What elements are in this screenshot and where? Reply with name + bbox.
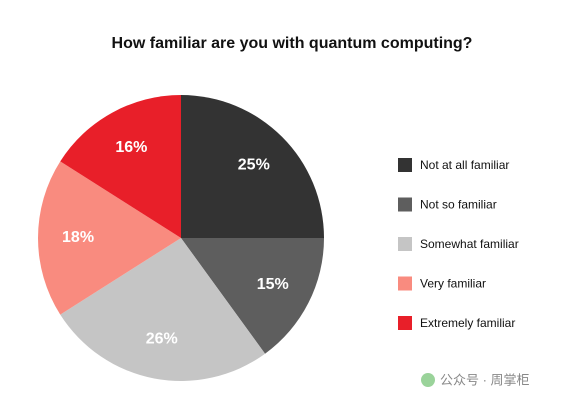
data-label: 25% xyxy=(238,156,270,173)
pie-slice xyxy=(181,238,324,354)
legend-label: Very familiar xyxy=(420,277,486,291)
pie-slice xyxy=(38,161,182,315)
legend-swatch xyxy=(398,276,412,291)
watermark: 公众号 · 周掌柜 xyxy=(440,372,530,387)
legend-label: Not at all familiar xyxy=(420,158,509,172)
watermark-icon xyxy=(421,373,435,387)
legend-label: Extremely familiar xyxy=(420,316,515,330)
legend-swatch xyxy=(398,237,412,251)
pie-slice xyxy=(60,95,181,238)
legend-swatch xyxy=(398,316,412,330)
pie-slice xyxy=(60,238,266,381)
data-label: 18% xyxy=(62,229,94,246)
legend-label: Not so familiar xyxy=(420,198,497,212)
legend-label: Somewhat familiar xyxy=(420,237,519,251)
chart-title: How familiar are you with quantum comput… xyxy=(112,35,473,52)
legend-swatch xyxy=(398,197,412,212)
data-label: 26% xyxy=(146,330,178,347)
data-label: 16% xyxy=(115,139,147,156)
data-label: 15% xyxy=(257,276,289,293)
pie-slice xyxy=(181,95,324,238)
legend-swatch xyxy=(398,158,412,172)
